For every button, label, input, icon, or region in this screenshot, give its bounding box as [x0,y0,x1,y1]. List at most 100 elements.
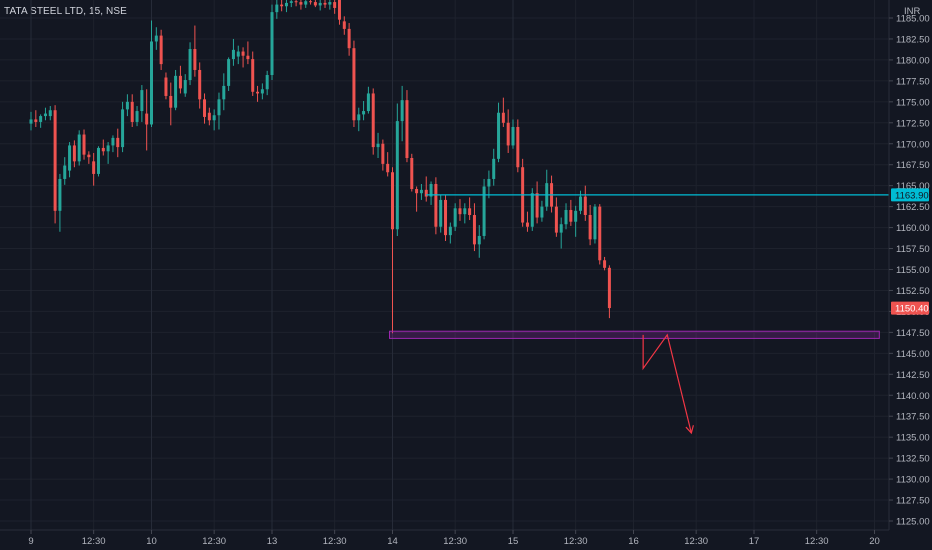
candle[interactable] [53,105,57,224]
candle[interactable] [203,93,207,124]
candle[interactable] [492,148,496,186]
candle[interactable] [63,157,67,185]
candle[interactable] [448,222,452,244]
candle[interactable] [376,132,380,159]
candle[interactable] [140,85,144,122]
candle[interactable] [159,29,163,70]
candle[interactable] [366,86,370,114]
candle[interactable] [352,40,356,127]
candle[interactable] [554,197,558,237]
candle[interactable] [121,101,125,153]
candle[interactable] [593,204,597,244]
candle[interactable] [419,183,423,200]
candle[interactable] [511,119,515,149]
candle[interactable] [198,62,202,109]
candle[interactable] [400,85,404,142]
candle[interactable] [333,0,337,14]
candle[interactable] [183,74,187,97]
candle[interactable] [130,94,134,127]
candle[interactable] [569,199,573,226]
time-axis[interactable]: 9 12:30 10 12:30 13 12:30 14 12:30 15 12:30 16 12:3… [0,529,889,547]
candle[interactable] [193,25,197,77]
candle[interactable] [96,146,100,177]
candle[interactable] [169,82,173,126]
candle[interactable] [386,152,390,177]
candle[interactable] [371,88,375,155]
candle[interactable] [472,203,476,252]
candle[interactable] [347,23,351,56]
candle[interactable] [275,0,279,19]
candle[interactable] [453,203,457,231]
candle[interactable] [217,92,221,130]
candle[interactable] [87,151,91,164]
candle[interactable] [135,106,139,127]
candle[interactable] [545,169,549,211]
candle[interactable] [111,135,115,153]
drawings[interactable] [389,194,890,435]
candle[interactable] [251,51,255,96]
candle[interactable] [583,185,587,221]
candle[interactable] [482,178,486,240]
candle[interactable] [294,0,298,7]
candle[interactable] [516,119,520,173]
candle[interactable] [299,0,303,10]
candle[interactable] [125,94,129,117]
candle[interactable] [68,142,72,178]
candle[interactable] [39,114,43,128]
candle[interactable] [391,167,394,334]
candle[interactable] [58,173,62,232]
candle[interactable] [318,0,322,11]
candle[interactable] [415,186,419,212]
candle[interactable] [535,181,539,224]
candle[interactable] [304,0,308,8]
candle[interactable] [525,211,529,232]
candle[interactable] [381,139,385,171]
candle[interactable] [265,70,269,96]
candle[interactable] [164,72,168,100]
candle[interactable] [444,194,448,241]
candle[interactable] [405,90,409,163]
candle[interactable] [337,0,341,25]
candle[interactable] [116,128,120,158]
candle[interactable] [410,153,414,192]
candle[interactable] [574,205,578,237]
candle[interactable] [506,109,510,153]
candle[interactable] [284,0,288,13]
support-zone-rectangle[interactable] [389,330,880,339]
candle[interactable] [174,69,178,111]
candle[interactable] [521,158,525,227]
candle[interactable] [328,0,332,10]
candle[interactable] [101,139,105,156]
candle[interactable] [246,41,250,65]
candle[interactable] [477,225,481,258]
candle[interactable] [150,20,153,127]
candle[interactable] [260,83,264,100]
candle[interactable] [72,140,76,168]
candle[interactable] [439,194,443,233]
candle[interactable] [588,204,592,246]
candle[interactable] [207,107,211,126]
candle[interactable] [429,181,433,205]
candle[interactable] [231,38,235,66]
candle[interactable] [256,85,260,102]
candle[interactable] [559,217,563,249]
candle[interactable] [145,89,149,151]
candle[interactable] [34,110,38,127]
candle[interactable] [48,106,52,121]
candle[interactable] [212,109,216,131]
candle[interactable] [92,152,96,186]
candle[interactable] [578,190,582,215]
candle[interactable] [241,47,245,68]
candle[interactable] [236,45,240,65]
candle[interactable] [106,142,110,164]
candle[interactable] [342,16,346,35]
candle[interactable] [357,107,361,132]
candle[interactable] [540,200,544,222]
candle[interactable] [280,0,284,12]
candle[interactable] [607,265,611,319]
candle[interactable] [270,4,274,81]
candle[interactable] [487,170,491,199]
price-axis[interactable]: INR 1185.001182.501180.001177.501175.001… [888,0,930,530]
candle[interactable] [323,0,327,8]
